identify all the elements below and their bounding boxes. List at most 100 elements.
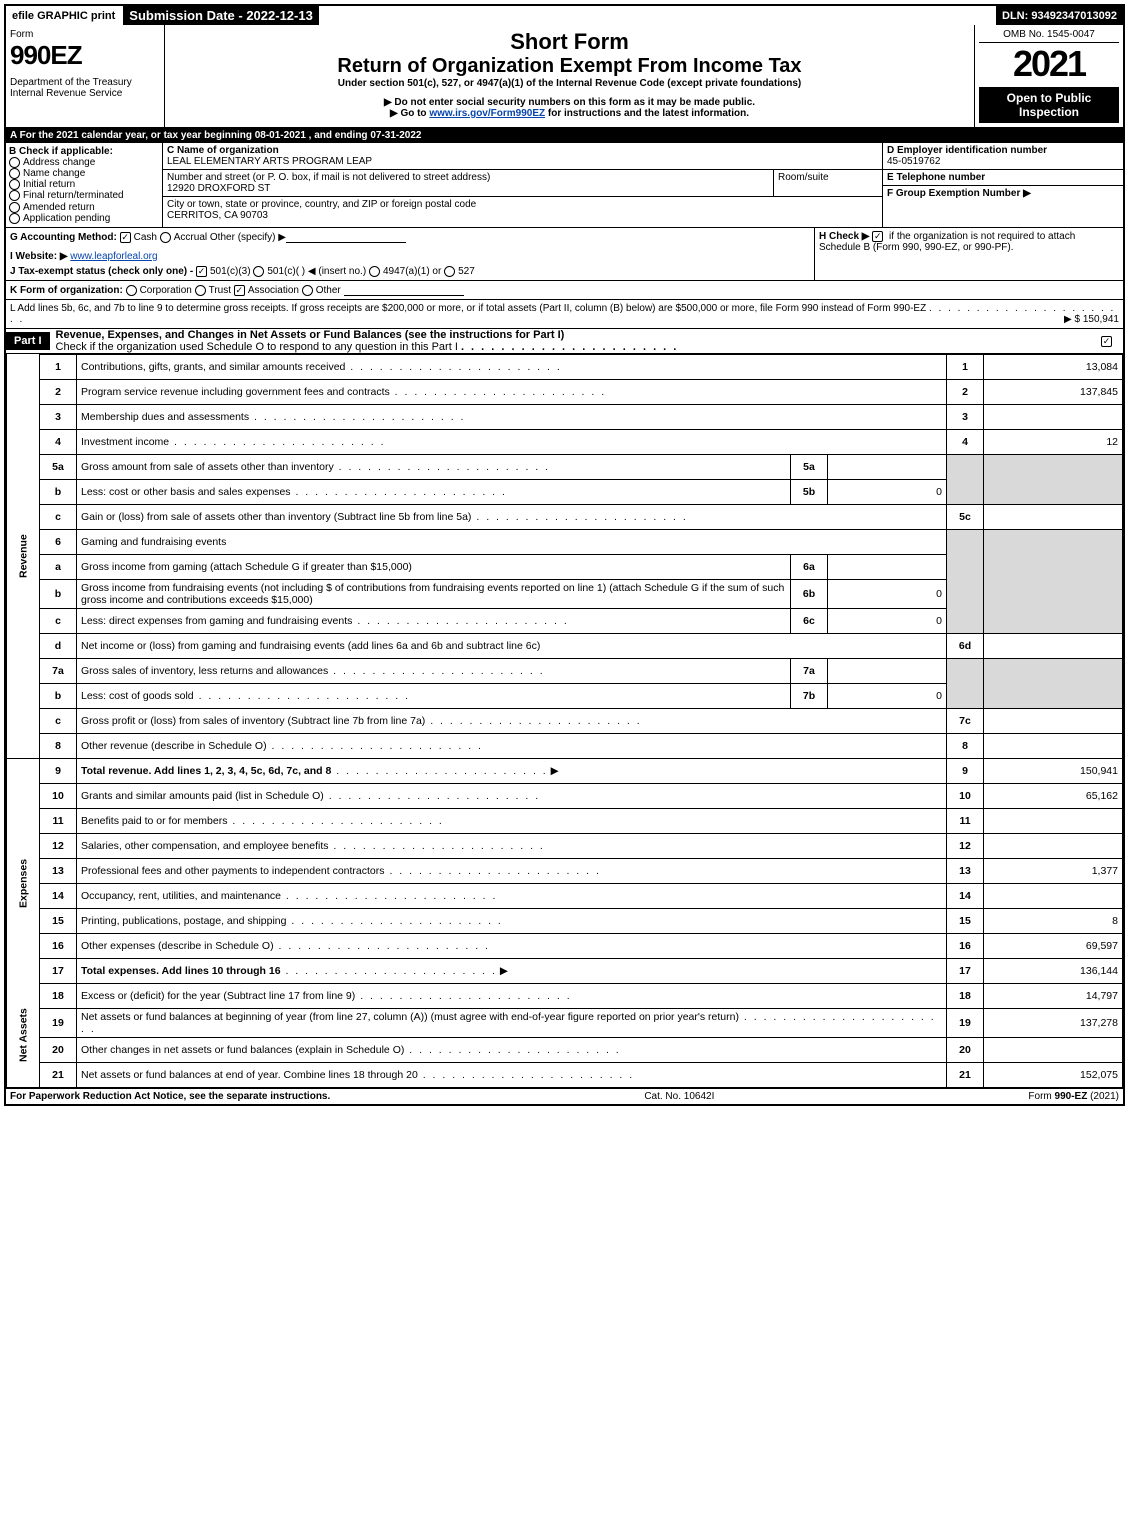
chk-application-pending[interactable]: Application pending [9,213,159,224]
expenses-section-label: Expenses [7,783,40,983]
value-line-5c [984,504,1123,529]
line-k: K Form of organization: Corporation Trus… [6,281,1123,300]
phone-cell: E Telephone number [883,170,1123,186]
line-l-value: ▶ $ 150,941 [1064,314,1119,325]
city-cell: City or town, state or province, country… [163,197,882,227]
part-1-header: Part I Revenue, Expenses, and Changes in… [6,329,1123,354]
value-line-2: 137,845 [984,379,1123,404]
no-ssn-notice: ▶ Do not enter social security numbers o… [171,97,968,108]
value-line-17: 136,144 [984,958,1123,983]
goto-link-text: ▶ Go to www.irs.gov/Form990EZ for instru… [171,108,968,119]
table-row: 11 Benefits paid to or for members 11 [7,808,1123,833]
value-line-6c: 0 [828,608,947,633]
top-bar-spacer [321,6,996,25]
tax-year: 2021 [979,43,1119,85]
chk-4947[interactable] [369,266,380,277]
value-line-14 [984,883,1123,908]
value-line-6d [984,633,1123,658]
open-public-box: Open to Public Inspection [979,87,1119,123]
table-row: 21 Net assets or fund balances at end of… [7,1062,1123,1087]
accounting-method: G Accounting Method: Cash Accrual Other … [6,228,814,280]
table-row: 15 Printing, publications, postage, and … [7,908,1123,933]
chk-501c[interactable] [253,266,264,277]
block-c: C Name of organization LEAL ELEMENTARY A… [163,143,882,227]
part-1-badge: Part I [6,332,50,350]
top-bar: efile GRAPHIC print Submission Date - 20… [6,6,1123,25]
table-row: 9 Total revenue. Add lines 1, 2, 3, 4, 5… [7,758,1123,783]
value-line-6b: 0 [828,579,947,608]
net-assets-section-label: Net Assets [7,983,40,1087]
chk-name-change[interactable]: Name change [9,168,159,179]
part-1-title: Revenue, Expenses, and Changes in Net As… [56,329,1093,353]
value-line-11 [984,808,1123,833]
chk-initial-return[interactable]: Initial return [9,179,159,190]
chk-schedule-o-part1[interactable] [1101,336,1112,347]
value-line-3 [984,404,1123,429]
form-header: Form 990EZ Department of the Treasury In… [6,25,1123,128]
value-line-21: 152,075 [984,1062,1123,1087]
efile-print-label[interactable]: efile GRAPHIC print [6,6,123,25]
ein-cell: D Employer identification number 45-0519… [883,143,1123,170]
value-line-10: 65,162 [984,783,1123,808]
block-bcdef: B Check if applicable: Address change Na… [6,143,1123,228]
other-org-field[interactable] [344,284,464,296]
website-link[interactable]: www.leapforleal.org [70,251,157,262]
chk-association[interactable] [234,285,245,296]
omb-number: OMB No. 1545-0047 [979,29,1119,43]
value-line-5a [828,454,947,479]
under-section-text: Under section 501(c), 527, or 4947(a)(1)… [171,78,968,89]
value-line-15: 8 [984,908,1123,933]
block-b-title: B Check if applicable: [9,146,159,157]
chk-corporation[interactable] [126,285,137,296]
value-line-8 [984,733,1123,758]
chk-trust[interactable] [195,285,206,296]
page-footer: For Paperwork Reduction Act Notice, see … [6,1088,1123,1104]
block-b: B Check if applicable: Address change Na… [6,143,163,227]
chk-527[interactable] [444,266,455,277]
footer-right: Form 990-EZ (2021) [1028,1091,1119,1102]
table-row: 2 Program service revenue including gove… [7,379,1123,404]
chk-final-return[interactable]: Final return/terminated [9,190,159,201]
table-row: d Net income or (loss) from gaming and f… [7,633,1123,658]
street-value: 12920 DROXFORD ST [167,183,769,194]
table-row: 17 Total expenses. Add lines 10 through … [7,958,1123,983]
header-left: Form 990EZ Department of the Treasury In… [6,25,165,127]
footer-left: For Paperwork Reduction Act Notice, see … [10,1091,330,1102]
value-line-13: 1,377 [984,858,1123,883]
other-method-field[interactable] [286,231,406,243]
header-right: OMB No. 1545-0047 2021 Open to Public In… [974,25,1123,127]
value-line-12 [984,833,1123,858]
table-row: 12 Salaries, other compensation, and emp… [7,833,1123,858]
value-line-18: 14,797 [984,983,1123,1008]
chk-accrual[interactable] [160,232,171,243]
form-number: 990EZ [10,40,160,71]
value-line-4: 12 [984,429,1123,454]
block-def: D Employer identification number 45-0519… [882,143,1123,227]
group-exemption-cell: F Group Exemption Number ▶ [883,186,1123,227]
table-row: Net Assets 18 Excess or (deficit) for th… [7,983,1123,1008]
table-row: 7a Gross sales of inventory, less return… [7,658,1123,683]
value-line-9: 150,941 [984,758,1123,783]
value-line-7a [828,658,947,683]
chk-amended-return[interactable]: Amended return [9,202,159,213]
chk-other-org[interactable] [302,285,313,296]
value-line-16: 69,597 [984,933,1123,958]
chk-501c3[interactable] [196,266,207,277]
table-row: 4 Investment income 4 12 [7,429,1123,454]
chk-address-change[interactable]: Address change [9,157,159,168]
table-row: 3 Membership dues and assessments 3 [7,404,1123,429]
irs-link[interactable]: www.irs.gov/Form990EZ [429,108,545,119]
chk-schedule-b[interactable] [872,231,883,242]
value-line-1: 13,084 [984,354,1123,379]
value-line-5b: 0 [828,479,947,504]
dln-number: DLN: 93492347013092 [996,6,1123,25]
room-suite-cell: Room/suite [773,170,882,196]
table-row: 8 Other revenue (describe in Schedule O)… [7,733,1123,758]
chk-cash[interactable] [120,232,131,243]
short-form-title: Short Form [171,29,968,55]
table-row: Expenses 10 Grants and similar amounts p… [7,783,1123,808]
part-1-table: Revenue 1 Contributions, gifts, grants, … [6,354,1123,1088]
value-line-20 [984,1037,1123,1062]
table-row: 20 Other changes in net assets or fund b… [7,1037,1123,1062]
section-a-bar: A For the 2021 calendar year, or tax yea… [6,128,1123,143]
